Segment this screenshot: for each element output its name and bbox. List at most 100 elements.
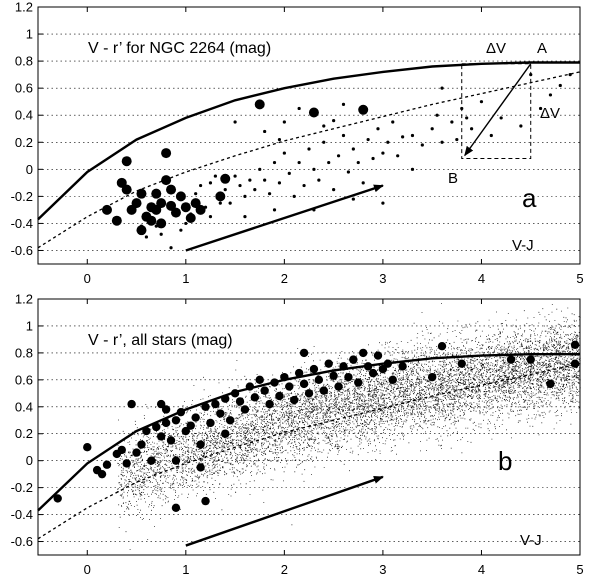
large-star-point	[265, 399, 274, 409]
large-star-point	[196, 440, 205, 449]
large-star-point	[121, 184, 132, 195]
y-tick-label: 0.6	[15, 372, 33, 387]
small-star-point	[263, 178, 267, 182]
x-tick-label: 3	[379, 562, 386, 577]
data-points	[101, 73, 572, 250]
small-star-point	[430, 127, 434, 131]
large-star-point	[250, 393, 259, 402]
small-star-point	[272, 160, 277, 165]
large-star-point	[230, 389, 240, 398]
delta-box	[461, 63, 532, 159]
large-star-point	[225, 416, 235, 425]
large-star-point	[398, 362, 407, 371]
small-star-point	[499, 116, 503, 120]
large-star-point	[156, 218, 167, 229]
small-star-point	[396, 154, 400, 158]
small-star-point	[169, 246, 173, 250]
large-star-point	[319, 386, 328, 395]
large-star-point	[131, 198, 142, 209]
large-star-point	[349, 355, 358, 364]
large-star-point	[299, 379, 309, 389]
large-star-point	[201, 496, 210, 506]
large-star-point	[255, 375, 264, 385]
large-star-point	[146, 215, 157, 226]
large-star-point	[121, 156, 132, 167]
small-star-point	[272, 208, 277, 212]
large-star-point	[176, 407, 186, 417]
small-star-point	[297, 160, 301, 165]
large-star-point	[97, 469, 107, 479]
x-tick-label: 5	[576, 271, 583, 286]
small-star-point	[381, 151, 385, 155]
small-star-point	[440, 140, 444, 144]
small-star-point	[361, 181, 365, 185]
y-tick-label: 1	[26, 318, 33, 333]
small-star-point	[376, 127, 380, 131]
small-star-point	[401, 135, 405, 139]
reddening-arrow-line	[185, 475, 384, 547]
small-star-point	[479, 100, 484, 104]
small-star-point	[248, 178, 252, 182]
x-tick-label: 3	[379, 271, 386, 286]
large-star-point	[240, 405, 250, 414]
label-delta-v-right: ΔV	[540, 105, 560, 122]
small-star-point	[233, 174, 237, 178]
small-star-point	[470, 127, 474, 131]
large-star-point	[166, 184, 177, 195]
x-tick-label: 0	[84, 562, 91, 577]
x-tick-label: 0	[84, 271, 91, 286]
panel-label: a	[522, 183, 537, 213]
small-star-point	[267, 192, 272, 196]
small-star-point	[538, 106, 543, 111]
x-axis-label: V-J	[512, 237, 534, 254]
large-star-point	[171, 416, 181, 425]
large-star-point	[388, 375, 397, 385]
small-star-point	[341, 133, 346, 138]
small-star-point	[243, 215, 247, 219]
small-star-point	[277, 181, 282, 185]
large-star-point	[339, 362, 348, 371]
large-star-point	[260, 386, 269, 395]
large-star-point	[358, 104, 369, 115]
large-star-point	[186, 421, 195, 430]
x-tick-label: 2	[281, 271, 288, 286]
large-star-point	[166, 436, 176, 445]
large-star-point	[175, 191, 186, 202]
dotted-model-curve	[37, 363, 581, 540]
small-star-point	[558, 83, 562, 88]
large-star-point	[275, 391, 284, 401]
y-tick-label: 0.2	[15, 426, 33, 441]
large-star-point	[383, 359, 393, 368]
reddening-arrow	[185, 184, 384, 252]
small-star-point	[435, 113, 439, 117]
small-star-point	[317, 178, 321, 182]
small-star-point	[263, 129, 267, 134]
small-star-point	[218, 201, 222, 205]
reddening-arrow-line	[185, 184, 384, 252]
x-tick-label: 1	[182, 271, 189, 286]
small-star-point	[341, 102, 346, 106]
x-tick-label: 1	[182, 562, 189, 577]
large-star-point	[570, 359, 580, 368]
large-star-point	[290, 395, 299, 405]
solid-model-curve	[37, 353, 580, 512]
y-tick-label: 1.2	[15, 292, 33, 307]
small-star-point	[381, 201, 385, 205]
y-tick-label: -0.4	[11, 216, 33, 231]
grid-lines	[38, 325, 580, 542]
y-tick-labels: -0.6 -0.4 -0.2 0 0.2 0.4 0.6 0.8 1 1.2	[11, 0, 43, 258]
large-star-point	[309, 364, 319, 374]
small-star-point	[548, 93, 553, 97]
large-star-point	[359, 348, 368, 358]
y-tick-label: -0.2	[11, 480, 33, 495]
y-tick-label: 0.8	[15, 345, 33, 360]
small-star-point	[519, 124, 523, 128]
large-star-point	[156, 198, 167, 209]
small-star-point	[465, 116, 469, 120]
large-star-point	[195, 204, 206, 215]
small-star-point	[297, 106, 301, 111]
small-star-point	[568, 73, 572, 77]
small-star-point	[420, 143, 424, 147]
x-tick-label: 5	[576, 562, 583, 577]
